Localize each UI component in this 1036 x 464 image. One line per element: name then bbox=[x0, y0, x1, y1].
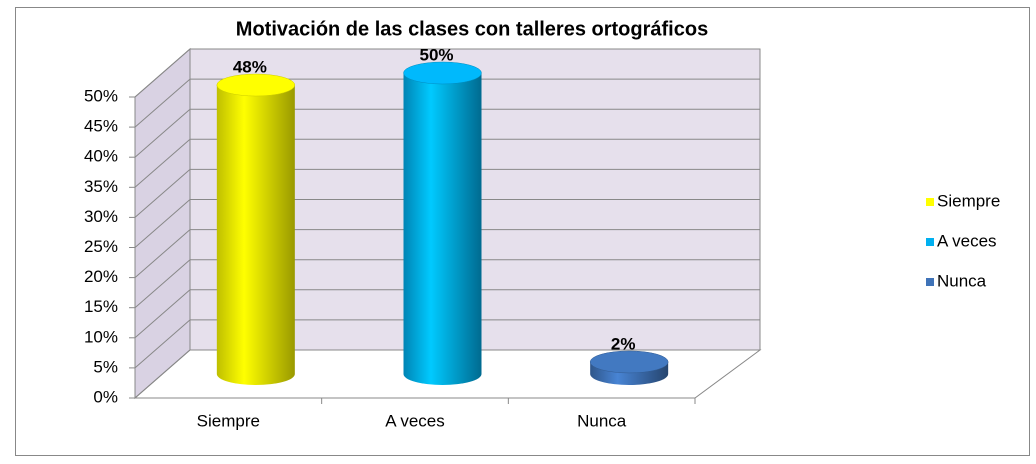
chart-title: Motivación de las clases con talleres or… bbox=[236, 18, 708, 40]
y-tick-label: 50% bbox=[84, 86, 118, 105]
x-tick-label: Siempre bbox=[197, 411, 260, 430]
grid-line bbox=[134, 259, 760, 309]
legend-label: Siempre bbox=[937, 191, 1000, 210]
bar-top bbox=[216, 73, 296, 97]
value-label: 2% bbox=[611, 334, 636, 353]
grid-line bbox=[134, 349, 760, 399]
bar bbox=[403, 73, 482, 385]
y-tick-label: 5% bbox=[93, 357, 118, 376]
y-tick-label: 45% bbox=[84, 117, 118, 136]
y-tick-label: 15% bbox=[84, 297, 118, 316]
value-label: 50% bbox=[419, 45, 453, 64]
grid-line bbox=[134, 48, 760, 98]
legend-swatch bbox=[926, 278, 934, 286]
bar bbox=[216, 85, 295, 386]
legend-label: Nunca bbox=[937, 271, 987, 290]
grid-line bbox=[134, 229, 760, 278]
y-tick-label: 35% bbox=[84, 177, 118, 196]
legend-swatch bbox=[926, 198, 934, 206]
y-tick-label: 30% bbox=[84, 207, 118, 226]
grid-line bbox=[134, 168, 760, 218]
grid-line bbox=[134, 319, 760, 369]
legend-label: A veces bbox=[937, 231, 997, 250]
y-tick-label: 25% bbox=[84, 237, 118, 256]
y-tick-label: 40% bbox=[84, 147, 118, 166]
y-tick-label: 20% bbox=[84, 267, 118, 286]
bar-top bbox=[403, 61, 482, 85]
grid-line bbox=[134, 199, 760, 248]
y-tick-label: 10% bbox=[84, 327, 118, 346]
value-label: 48% bbox=[233, 58, 267, 77]
grid-line bbox=[134, 78, 760, 128]
bar-top bbox=[589, 350, 669, 374]
y-tick-label: 0% bbox=[93, 387, 118, 406]
x-tick-label: Nunca bbox=[577, 411, 627, 430]
grid-line bbox=[134, 138, 760, 188]
legend-swatch bbox=[926, 238, 934, 246]
grid-line bbox=[134, 289, 760, 339]
x-tick-label: A veces bbox=[385, 411, 445, 430]
grid-line bbox=[134, 108, 760, 158]
